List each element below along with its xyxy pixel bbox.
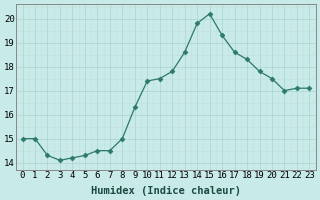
X-axis label: Humidex (Indice chaleur): Humidex (Indice chaleur) — [91, 186, 241, 196]
